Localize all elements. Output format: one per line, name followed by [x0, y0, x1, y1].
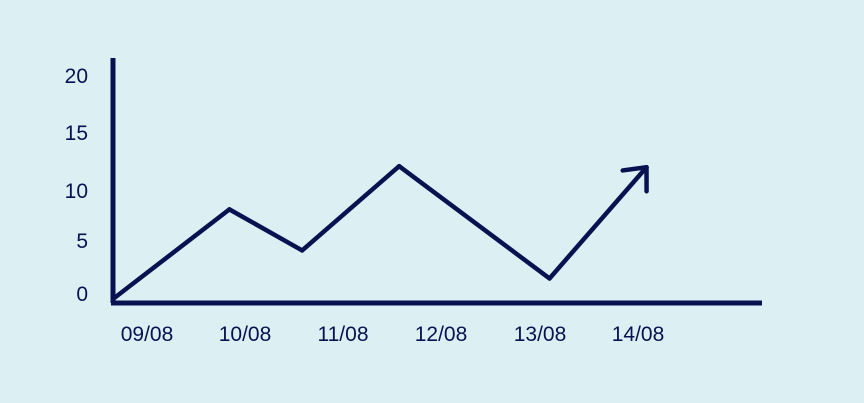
- series-line-1: [110, 163, 649, 302]
- y-tick-label-15: 15: [65, 122, 88, 145]
- data-point-1: [110, 296, 116, 302]
- data-point-4: [396, 163, 402, 169]
- x-tick-label-4: 12/08: [415, 323, 468, 346]
- x-tick-label-6: 14/08: [612, 323, 665, 346]
- x-tick-label-2: 10/08: [219, 323, 272, 346]
- y-tick-label-10: 10: [65, 180, 88, 203]
- data-point-2: [227, 207, 232, 212]
- y-tick-label-20: 20: [65, 65, 88, 88]
- y-tick-label-5: 5: [76, 230, 88, 253]
- arrowhead-icon: [620, 164, 649, 194]
- x-tick-label-3: 11/08: [318, 323, 369, 346]
- y-tick-label-0: 0: [76, 283, 88, 306]
- data-point-5: [547, 276, 552, 281]
- x-tick-label-1: 09/08: [121, 323, 174, 346]
- x-tick-label-5: 13/08: [514, 323, 567, 346]
- data-point-3: [299, 248, 305, 253]
